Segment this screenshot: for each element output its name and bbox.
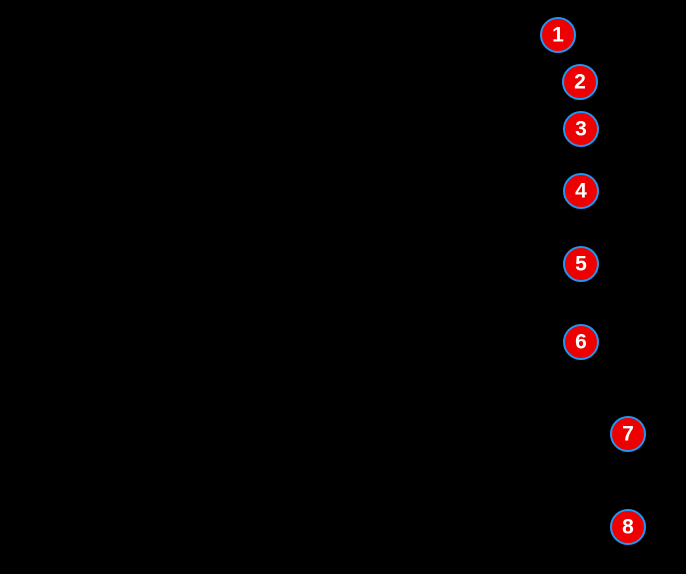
marker-label: 5 — [575, 252, 587, 275]
marker-4[interactable]: 4 — [563, 173, 599, 209]
marker-label: 1 — [552, 23, 564, 46]
marker-label: 4 — [575, 179, 587, 202]
marker-7[interactable]: 7 — [610, 416, 646, 452]
marker-8[interactable]: 8 — [610, 509, 646, 545]
marker-1[interactable]: 1 — [540, 17, 576, 53]
marker-5[interactable]: 5 — [563, 246, 599, 282]
marker-6[interactable]: 6 — [563, 324, 599, 360]
marker-label: 7 — [622, 422, 634, 445]
marker-label: 3 — [575, 117, 587, 140]
marker-label: 8 — [622, 515, 634, 538]
marker-2[interactable]: 2 — [562, 64, 598, 100]
marker-label: 2 — [574, 70, 586, 93]
marker-3[interactable]: 3 — [563, 111, 599, 147]
marker-label: 6 — [575, 330, 587, 353]
